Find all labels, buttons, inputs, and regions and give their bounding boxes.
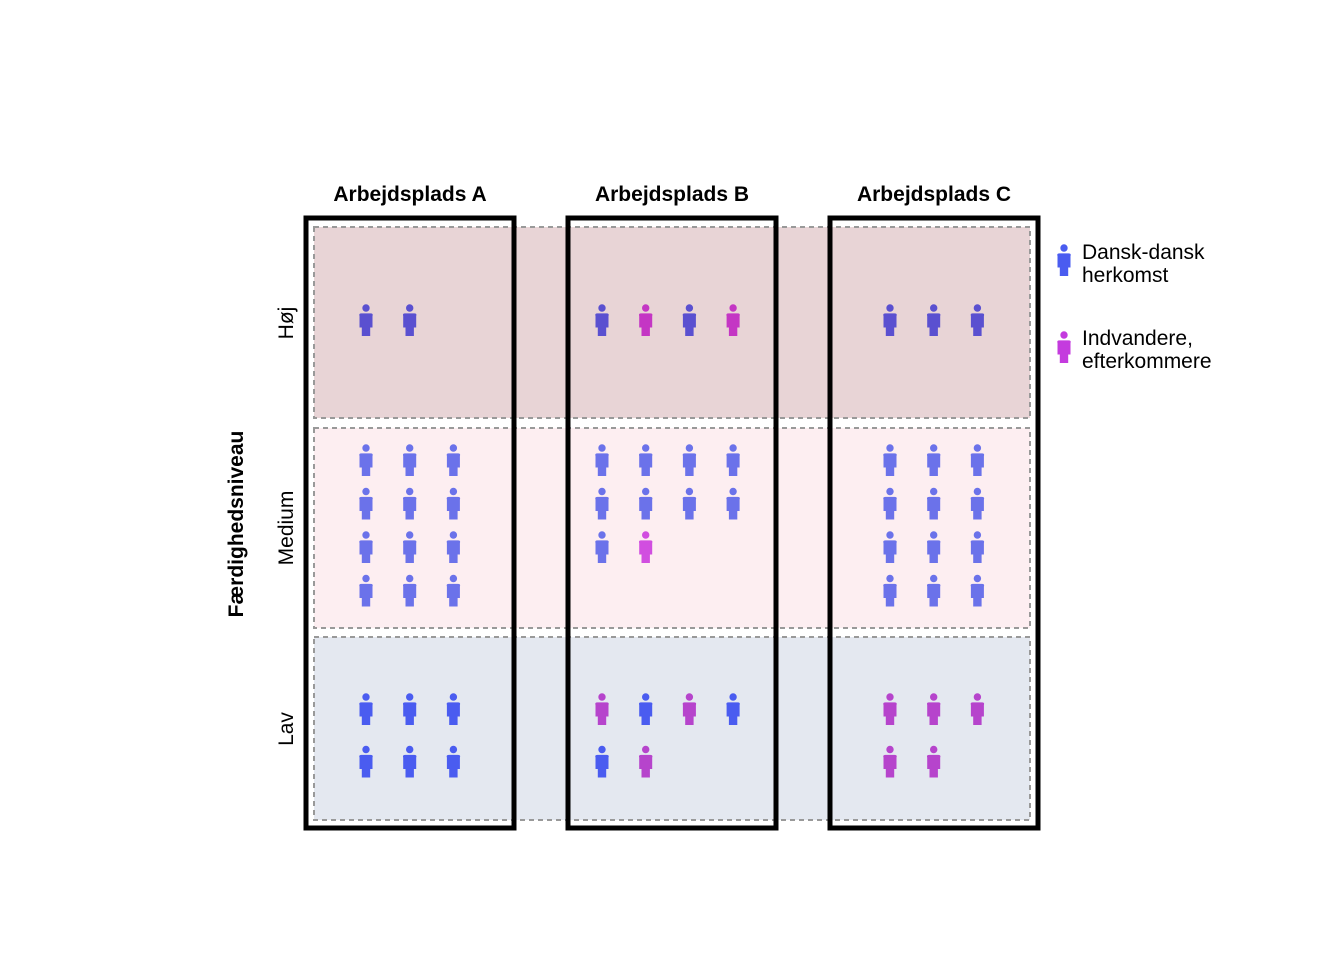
person-icon-arbejdsplads-c-hoj-2 bbox=[926, 304, 941, 336]
person-icon-arbejdsplads-b-lav-5 bbox=[595, 745, 609, 778]
person-icon-arbejdsplads-b-medium-5 bbox=[595, 487, 609, 520]
workplace-frames bbox=[303, 215, 1041, 831]
band-medium bbox=[313, 427, 1031, 629]
column-title-b: Arbejdsplads B bbox=[595, 183, 749, 206]
person-icon-arbejdsplads-b-hoj-3 bbox=[682, 304, 697, 336]
person-icon-arbejdsplads-a-medium-7 bbox=[359, 531, 373, 563]
person-icon-arbejdsplads-b-medium-2 bbox=[638, 444, 653, 476]
person-icon-arbejdsplads-a-medium-5 bbox=[402, 487, 417, 520]
person-icon-arbejdsplads-b-medium-6 bbox=[638, 487, 653, 520]
column-title-a: Arbejdsplads A bbox=[333, 183, 486, 206]
person-icon-arbejdsplads-a-lav-5 bbox=[402, 745, 417, 778]
person-icon-arbejdsplads-c-medium-2 bbox=[926, 444, 941, 476]
person-icon-arbejdsplads-c-medium-11 bbox=[926, 574, 941, 607]
band-lav bbox=[313, 636, 1031, 821]
person-icon-arbejdsplads-a-medium-6 bbox=[446, 487, 461, 520]
person-icon-arbejdsplads-c-medium-9 bbox=[970, 531, 985, 563]
person-icon-arbejdsplads-a-lav-4 bbox=[359, 745, 373, 778]
person-icon-arbejdsplads-b-medium-4 bbox=[726, 444, 740, 476]
legend-danish-person bbox=[1057, 244, 1071, 276]
person-icon-arbejdsplads-b-hoj-4 bbox=[726, 304, 740, 336]
person-icon-arbejdsplads-c-lav-3 bbox=[970, 693, 985, 725]
row-label-hoj: Høj bbox=[275, 307, 298, 340]
skill-level-bands bbox=[313, 226, 1031, 821]
person-icon-arbejdsplads-b-lav-2 bbox=[638, 693, 653, 725]
person-icon-arbejdsplads-c-medium-3 bbox=[970, 444, 985, 476]
legend-danish-label-line-1: Dansk-dansk bbox=[1082, 241, 1205, 264]
row-label-medium: Medium bbox=[275, 491, 298, 566]
person-icon-arbejdsplads-a-medium-11 bbox=[402, 574, 417, 607]
person-icon-arbejdsplads-a-lav-3 bbox=[446, 693, 461, 725]
y-axis-label: Færdighedsniveau bbox=[225, 431, 248, 618]
person-icon-arbejdsplads-a-medium-8 bbox=[402, 531, 417, 563]
person-icon-arbejdsplads-c-medium-4 bbox=[883, 487, 897, 520]
legend-danish-icon bbox=[1057, 244, 1071, 276]
person-icon-arbejdsplads-c-medium-7 bbox=[883, 531, 897, 563]
person-icon-arbejdsplads-b-medium-9 bbox=[595, 531, 609, 563]
person-icon-arbejdsplads-a-hoj-2 bbox=[402, 304, 417, 336]
person-icon-arbejdsplads-b-lav-4 bbox=[726, 693, 740, 725]
person-icon-arbejdsplads-a-medium-10 bbox=[359, 574, 373, 607]
row-label-lav: Lav bbox=[275, 712, 298, 746]
person-icon-arbejdsplads-b-medium-1 bbox=[595, 444, 609, 476]
person-icon-arbejdsplads-a-lav-6 bbox=[446, 745, 461, 778]
person-icon-arbejdsplads-a-hoj-1 bbox=[359, 304, 373, 336]
legend-immigrant-label-line-1: Indvandere, bbox=[1082, 327, 1193, 350]
person-icon-arbejdsplads-a-medium-12 bbox=[446, 574, 461, 607]
person-icon-arbejdsplads-a-medium-1 bbox=[359, 444, 373, 476]
person-icon-arbejdsplads-c-medium-1 bbox=[883, 444, 897, 476]
frame-arbejdsplads-a bbox=[303, 215, 517, 831]
band-hoj bbox=[313, 226, 1031, 419]
person-icon-arbejdsplads-c-lav-4 bbox=[883, 745, 897, 778]
person-icon-arbejdsplads-b-medium-8 bbox=[726, 487, 740, 520]
person-icon-arbejdsplads-c-hoj-3 bbox=[970, 304, 985, 336]
person-icon-arbejdsplads-b-medium-10 bbox=[638, 531, 653, 563]
legend-immigrant-person bbox=[1057, 331, 1071, 363]
person-icon-arbejdsplads-c-medium-5 bbox=[926, 487, 941, 520]
legend: Dansk-dansk herkomst Indvandere, efterko… bbox=[1057, 241, 1212, 373]
person-icon-arbejdsplads-c-lav-5 bbox=[926, 745, 941, 778]
person-icon-arbejdsplads-b-hoj-2 bbox=[638, 304, 653, 336]
frame-arbejdsplads-b bbox=[565, 215, 779, 831]
person-icon-arbejdsplads-c-medium-12 bbox=[970, 574, 985, 607]
person-icon-arbejdsplads-b-lav-6 bbox=[638, 745, 653, 778]
person-icon-arbejdsplads-b-hoj-1 bbox=[595, 304, 609, 336]
person-icon-arbejdsplads-c-hoj-1 bbox=[883, 304, 897, 336]
person-icon-arbejdsplads-a-lav-2 bbox=[402, 693, 417, 725]
legend-immigrant-label-line-2: efterkommere bbox=[1082, 350, 1212, 373]
person-icon-arbejdsplads-a-medium-2 bbox=[402, 444, 417, 476]
legend-danish-label-line-2: herkomst bbox=[1082, 264, 1169, 287]
legend-immigrant-icon bbox=[1057, 331, 1071, 363]
person-icon-arbejdsplads-c-medium-8 bbox=[926, 531, 941, 563]
person-icon-arbejdsplads-a-lav-1 bbox=[359, 693, 373, 725]
person-icon-arbejdsplads-a-medium-9 bbox=[446, 531, 461, 563]
person-icon-arbejdsplads-c-lav-2 bbox=[926, 693, 941, 725]
person-icons bbox=[359, 304, 985, 778]
person-icon-arbejdsplads-c-medium-6 bbox=[970, 487, 985, 520]
column-title-c: Arbejdsplads C bbox=[857, 183, 1011, 206]
frame-arbejdsplads-c bbox=[827, 215, 1041, 831]
person-icon-arbejdsplads-c-medium-10 bbox=[883, 574, 897, 607]
person-icon-arbejdsplads-c-lav-1 bbox=[883, 693, 897, 725]
person-icon-arbejdsplads-b-lav-3 bbox=[682, 693, 697, 725]
person-icon-arbejdsplads-a-medium-4 bbox=[359, 487, 373, 520]
person-icon-arbejdsplads-b-medium-7 bbox=[682, 487, 697, 520]
person-icon-arbejdsplads-a-medium-3 bbox=[446, 444, 461, 476]
person-icon-arbejdsplads-b-lav-1 bbox=[595, 693, 609, 725]
person-icon-arbejdsplads-b-medium-3 bbox=[682, 444, 697, 476]
